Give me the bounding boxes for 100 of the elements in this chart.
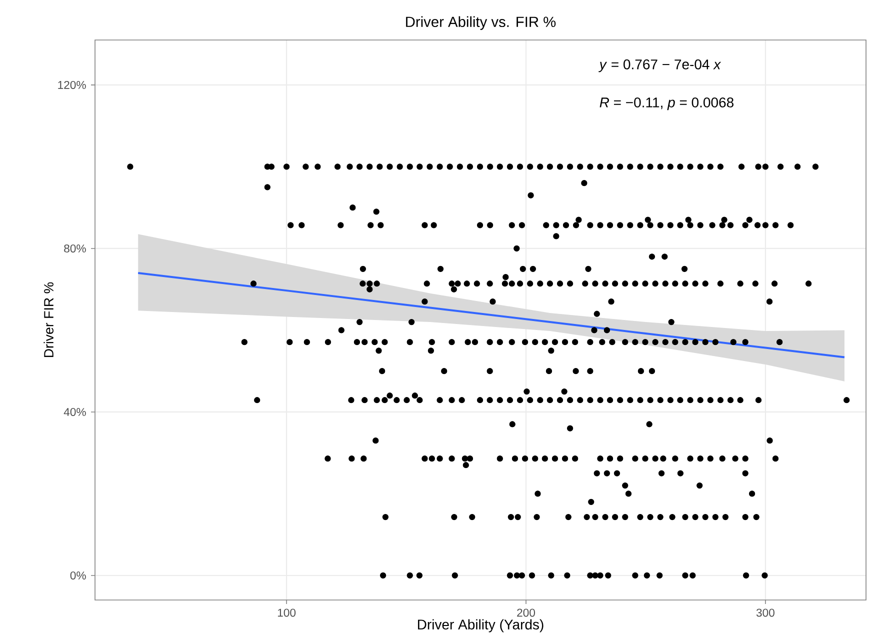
point	[448, 339, 455, 346]
point	[502, 280, 508, 287]
point	[426, 164, 433, 170]
point	[518, 222, 525, 228]
point	[612, 280, 618, 287]
point	[692, 280, 698, 287]
point	[656, 572, 663, 579]
point	[566, 280, 574, 287]
point	[772, 456, 779, 462]
point	[556, 397, 564, 404]
point	[602, 280, 608, 287]
point	[657, 514, 664, 520]
point	[597, 572, 604, 579]
point	[592, 280, 598, 287]
point	[617, 456, 624, 462]
point	[546, 397, 554, 404]
point	[647, 397, 654, 404]
point	[632, 572, 638, 579]
point	[702, 280, 708, 287]
point	[717, 280, 724, 287]
point	[514, 572, 520, 579]
point	[448, 397, 455, 404]
point	[687, 456, 694, 462]
point	[366, 280, 373, 287]
point	[677, 164, 684, 170]
point	[732, 456, 738, 462]
point	[584, 514, 590, 520]
point	[771, 280, 778, 287]
point	[597, 164, 604, 170]
point	[448, 456, 455, 462]
point	[416, 164, 423, 170]
point	[454, 280, 461, 287]
point	[424, 280, 430, 287]
point	[537, 164, 544, 170]
point	[622, 339, 628, 346]
point	[346, 164, 353, 170]
point	[508, 339, 515, 346]
point	[637, 222, 644, 228]
point	[597, 397, 604, 404]
point	[506, 164, 514, 170]
point	[682, 339, 688, 346]
point	[762, 572, 768, 579]
point	[602, 514, 608, 520]
point	[406, 572, 413, 579]
y-tick-label: 120%	[58, 80, 86, 89]
point	[416, 572, 423, 579]
point	[334, 164, 341, 170]
point	[762, 164, 769, 170]
point	[572, 339, 578, 346]
point	[587, 164, 594, 170]
point	[464, 280, 470, 287]
point	[587, 222, 594, 228]
point	[657, 397, 664, 404]
point	[647, 514, 654, 520]
point	[386, 164, 393, 170]
point	[687, 164, 694, 170]
y-axis-title: Driver FIR %	[44, 282, 54, 358]
point	[404, 397, 410, 404]
point	[667, 397, 674, 404]
point	[719, 456, 726, 462]
point	[380, 572, 386, 579]
point	[366, 164, 373, 170]
point	[354, 339, 360, 346]
point	[476, 222, 484, 228]
point	[527, 164, 534, 170]
point	[707, 456, 714, 462]
point	[609, 339, 616, 346]
chart-title: Driver Ability vs. FIR %	[406, 16, 556, 30]
point	[682, 280, 688, 287]
point	[637, 397, 644, 404]
point	[534, 514, 540, 520]
point	[687, 222, 694, 228]
point	[548, 572, 554, 579]
point	[697, 164, 704, 170]
point	[719, 222, 726, 228]
point	[458, 397, 465, 404]
point	[647, 222, 654, 228]
point	[428, 339, 435, 346]
point	[577, 164, 584, 170]
point	[406, 164, 413, 170]
point	[516, 397, 524, 404]
point	[360, 456, 367, 462]
point	[562, 456, 568, 462]
point	[436, 456, 443, 462]
point	[707, 164, 714, 170]
point	[572, 456, 578, 462]
point	[522, 456, 528, 462]
point	[662, 339, 668, 346]
point	[702, 514, 708, 520]
point	[722, 514, 729, 520]
y-tick-label: 40%	[64, 408, 86, 416]
point	[562, 339, 568, 346]
point	[552, 339, 558, 346]
point	[622, 514, 628, 520]
point	[528, 572, 536, 579]
point	[717, 164, 724, 170]
point	[755, 164, 762, 170]
point	[727, 397, 734, 404]
point	[606, 397, 614, 404]
point	[362, 339, 368, 346]
